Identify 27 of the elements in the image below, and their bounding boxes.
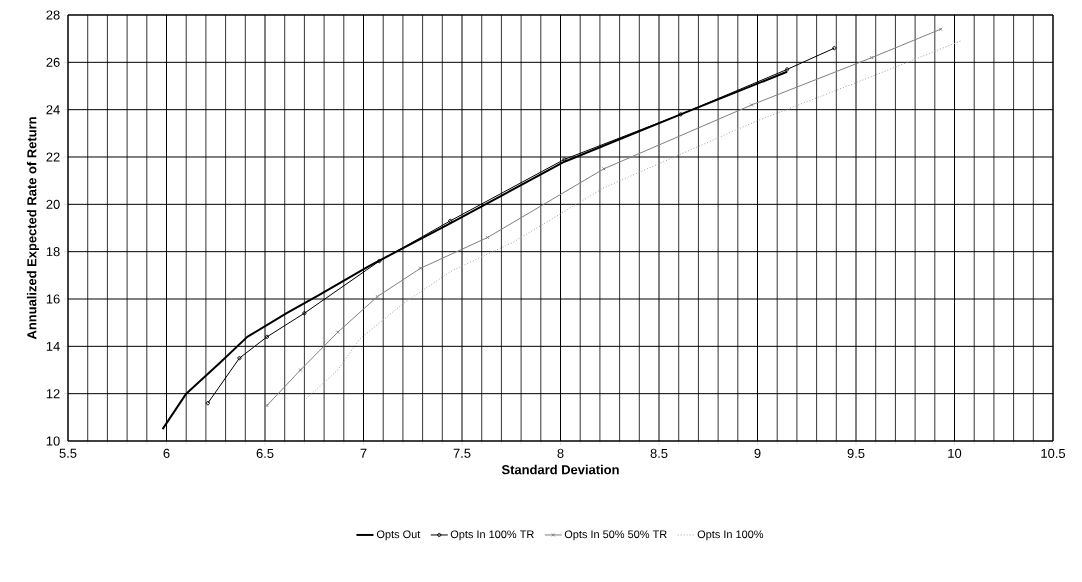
y-tick-label: 14 bbox=[46, 341, 60, 351]
legend-label: Opts In 50% 50% TR bbox=[564, 530, 667, 541]
y-axis-title: Annualized Expected Rate of Return bbox=[26, 117, 39, 340]
x-tick-label: 7.5 bbox=[453, 448, 471, 458]
y-tick-label: 26 bbox=[46, 57, 60, 67]
y-tick-label: 18 bbox=[46, 247, 60, 257]
x-tick-label: 6.5 bbox=[256, 448, 274, 458]
y-tick-label: 28 bbox=[46, 10, 60, 20]
x-tick-label: 9 bbox=[754, 448, 761, 458]
x-tick-label: 7 bbox=[360, 448, 367, 458]
y-tick-label: 12 bbox=[46, 389, 60, 399]
legend-label: Opts In 100% TR bbox=[450, 530, 534, 541]
x-tick-label: 9.5 bbox=[847, 448, 865, 458]
legend-label: Opts Out bbox=[376, 530, 421, 541]
x-tick-label: 8 bbox=[557, 448, 564, 458]
y-tick-label: 10 bbox=[46, 436, 60, 446]
x-tick-label: 10.5 bbox=[1041, 448, 1066, 458]
y-tick-label: 24 bbox=[46, 105, 60, 115]
y-tick-label: 16 bbox=[46, 294, 60, 304]
x-tick-label: 10 bbox=[948, 448, 962, 458]
y-tick-label: 22 bbox=[46, 152, 60, 162]
legend-label: Opts In 100% bbox=[697, 530, 764, 541]
x-axis-title: Standard Deviation bbox=[501, 464, 619, 475]
x-tick-label: 5.5 bbox=[59, 448, 77, 458]
x-tick-label: 6 bbox=[163, 448, 170, 458]
y-tick-label: 20 bbox=[46, 199, 60, 209]
x-tick-label: 8.5 bbox=[650, 448, 668, 458]
